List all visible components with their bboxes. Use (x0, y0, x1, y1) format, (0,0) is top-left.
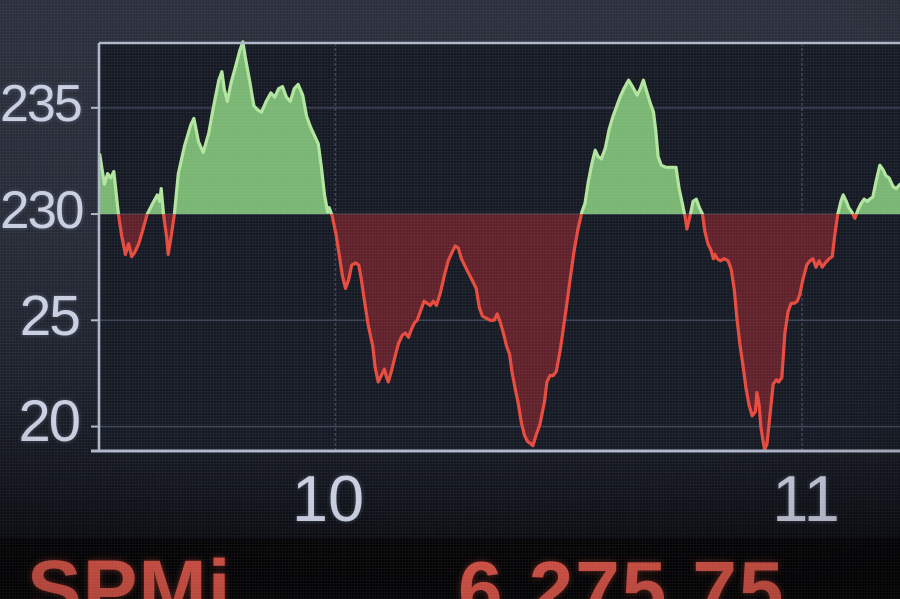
y-axis-label-235: 235 (0, 75, 83, 133)
ticker-symbol: SPMi (27, 544, 232, 599)
chart-line-above-baseline (98, 40, 900, 215)
ticker-last-price: 6,275.75 (458, 545, 786, 599)
x-axis-label-11: 11 (772, 462, 840, 535)
y-axis-label-220: 20 (18, 389, 81, 454)
chart-line-below-baseline (116, 214, 859, 452)
y-axis-label-225: 25 (19, 284, 81, 348)
ticker-strip: SPMi 6,275.75 (0, 538, 900, 599)
x-axis-label-10: 10 (291, 462, 365, 535)
y-axis-label-230: 230 (0, 181, 84, 240)
chart-area-above-baseline (99, 41, 900, 215)
